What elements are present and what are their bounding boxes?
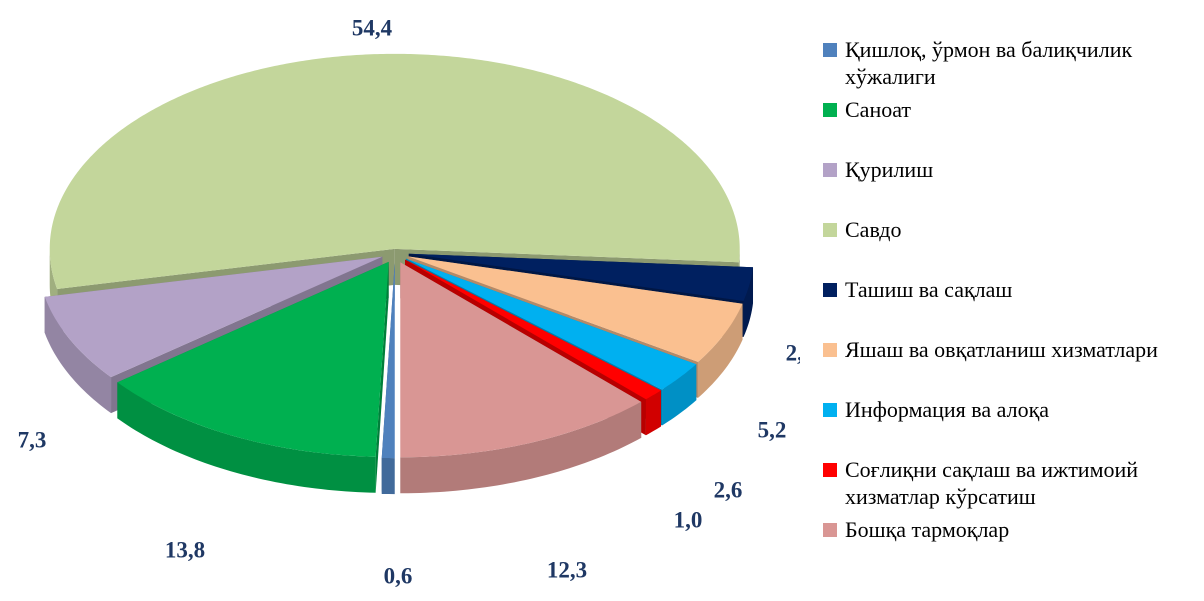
data-label: 2,8 (786, 340, 800, 365)
pie-area: 0,6 13,8 7,3 54,4 2,8 5,2 2,6 1,0 12,3 (18, 15, 800, 588)
legend-label: Информация ва алоқа (845, 397, 1050, 422)
slice-top (117, 261, 389, 457)
legend-label: Ташиш ва сақлаш (845, 277, 1013, 302)
slice-wall (743, 267, 754, 338)
data-label: 2,6 (714, 477, 743, 502)
slice (400, 262, 642, 494)
data-label: 12,3 (547, 557, 587, 582)
legend-swatch (823, 463, 837, 477)
slice-wall (697, 303, 743, 398)
slice-top (405, 259, 661, 400)
slice-wall (381, 457, 395, 495)
slice (117, 261, 389, 493)
legend-label: Саноат (845, 97, 912, 122)
slice-top (381, 263, 395, 459)
legend-item: Қурилиш (823, 156, 1193, 183)
slice-wall (400, 401, 642, 494)
slice-top (408, 253, 754, 302)
legend-swatch (823, 523, 837, 537)
legend-label: Савдо (845, 217, 902, 242)
data-label: 7,3 (18, 427, 47, 452)
data-label: 13,8 (165, 537, 205, 562)
data-label: 5,2 (758, 417, 787, 442)
data-label: 1,0 (674, 507, 703, 532)
slice-side (375, 261, 389, 493)
legend-swatch (823, 163, 837, 177)
legend-swatch (823, 283, 837, 297)
legend-label: Соғлиқни сақлаш ва ижтимоий хизматлар кў… (845, 457, 1139, 509)
legend-item: Информация ва алоқа (823, 396, 1193, 423)
legend-item: Саноат (823, 96, 1193, 123)
slice-top (49, 53, 740, 289)
slice-wall (44, 296, 112, 414)
slice-wall (645, 390, 661, 436)
legend-swatch (823, 223, 837, 237)
data-label: 54,4 (352, 15, 393, 40)
legend-swatch (823, 343, 837, 357)
legend-swatch (823, 43, 837, 57)
slice-top (400, 262, 642, 458)
legend-label: Қишлоқ, ўрмон ва балиқчилик хўжалиги (845, 37, 1133, 89)
legend-label: Яшаш ва овқатланиш хизматлари (845, 337, 1158, 362)
legend-label: Қурилиш (845, 157, 934, 182)
legend-item: Яшаш ва овқатланиш хизматлари (823, 336, 1193, 363)
legend-item: Қишлоқ, ўрмон ва балиқчилик хўжалиги (823, 36, 1193, 90)
data-label: 0,6 (384, 563, 413, 588)
legend-item: Савдо (823, 216, 1193, 243)
legend-swatch (823, 403, 837, 417)
slice-wall (662, 364, 697, 426)
legend-item: Ташиш ва сақлаш (823, 276, 1193, 303)
legend-item: Соғлиқни сақлаш ва ижтимоий хизматлар кў… (823, 456, 1193, 510)
slice-top (407, 256, 743, 362)
legend-item: Бошқа тармоқлар (823, 516, 1193, 543)
legend-label: Бошқа тармоқлар (845, 517, 1010, 542)
slice-wall (117, 382, 376, 493)
slice-top (44, 256, 383, 378)
slice (381, 263, 395, 495)
slice-top (406, 258, 697, 390)
legend-swatch (823, 103, 837, 117)
